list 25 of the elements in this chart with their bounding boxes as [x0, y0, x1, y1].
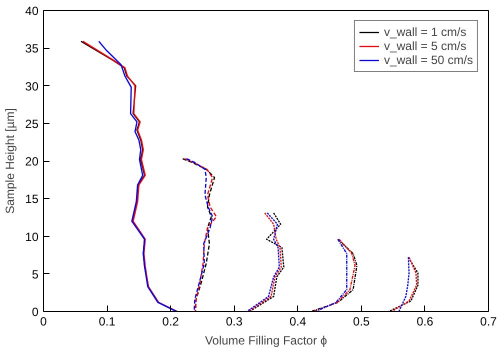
x-tick-label: 0.5 — [353, 314, 370, 328]
legend-label: v_wall = 50 cm/s — [384, 53, 473, 67]
x-tick-label: 0.7 — [480, 314, 498, 328]
legend-label: v_wall = 1 cm/s — [384, 25, 466, 39]
legend-label: v_wall = 5 cm/s — [384, 39, 466, 53]
x-tick-label: 0.3 — [226, 314, 243, 328]
y-tick-label: 5 — [32, 267, 39, 282]
y-tick-label: 40 — [25, 4, 39, 18]
line-series — [314, 238, 348, 312]
x-tick-label: 0.2 — [162, 314, 180, 328]
y-tick-label: 30 — [25, 79, 39, 94]
line-series — [398, 256, 410, 312]
y-tick-label: 0 — [32, 305, 39, 319]
line-series — [98, 40, 178, 312]
y-tick-label: 10 — [25, 230, 39, 244]
y-axis-title: Sample Height [µm] — [3, 108, 18, 214]
x-tick-label: 0.1 — [98, 314, 116, 328]
y-tick-label: 25 — [25, 116, 39, 131]
x-tick-label: 0.6 — [416, 314, 434, 328]
x-axis-title: Volume Filling Factor ϕ — [204, 334, 328, 348]
x-tick-label: 0.4 — [289, 314, 306, 328]
y-tick-label: 35 — [25, 42, 39, 56]
y-tick-label: 20 — [25, 154, 39, 168]
x-tick-label: 0 — [40, 314, 48, 328]
y-tick-label: 15 — [25, 192, 39, 206]
